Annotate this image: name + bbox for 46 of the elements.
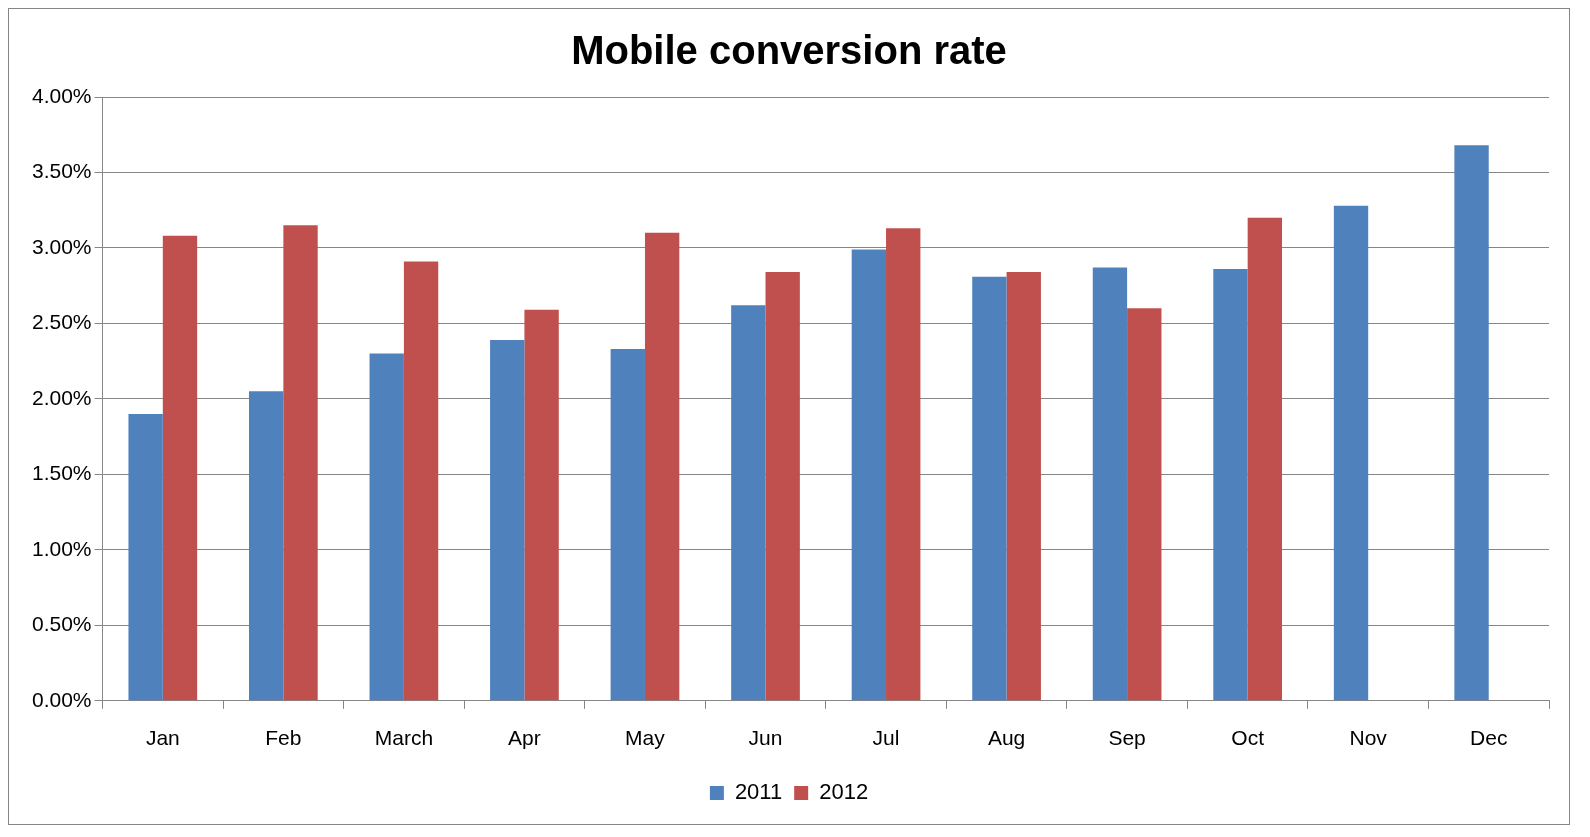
bar [249, 391, 284, 701]
x-tick-label: Sep [1108, 726, 1146, 750]
bar [851, 249, 887, 701]
y-tick-label: 2.00% [32, 385, 92, 409]
bar [490, 340, 525, 701]
x-tick-label: Feb [265, 726, 302, 750]
y-tick-label: 1.00% [32, 536, 92, 560]
bar [972, 276, 1007, 701]
bar [1333, 205, 1369, 701]
bar [644, 232, 680, 701]
x-tick-label: March [374, 726, 434, 750]
x-tick-label: Dec [1470, 726, 1508, 750]
bar [886, 228, 921, 701]
y-tick-label: 0.50% [32, 612, 92, 636]
y-tick-label: 2.50% [32, 310, 92, 334]
bar [162, 235, 198, 701]
bar [524, 309, 559, 701]
bar [610, 349, 645, 701]
y-tick-label: 4.00% [32, 83, 92, 107]
y-tick-label: 1.50% [32, 461, 92, 485]
x-tick-label: Jul [872, 726, 900, 750]
x-tick-label: Oct [1231, 726, 1265, 750]
bar [283, 225, 318, 701]
bar [1454, 145, 1489, 701]
bar [731, 305, 766, 701]
bar [1213, 269, 1248, 701]
y-tick-label: 3.50% [32, 159, 92, 183]
x-tick-label: Jan [145, 726, 180, 750]
x-tick-label: Jun [748, 726, 783, 750]
bar [1247, 217, 1283, 701]
bar [369, 353, 404, 701]
x-tick-label: Aug [987, 726, 1026, 750]
x-tick-label: Nov [1349, 726, 1388, 750]
y-tick-label: 3.00% [32, 234, 92, 258]
bar [403, 261, 439, 701]
bar [1127, 308, 1162, 701]
x-tick-label: Apr [508, 726, 541, 750]
bar [765, 272, 800, 701]
chart-title: Mobile conversion rate [571, 28, 1007, 73]
bar [128, 414, 163, 701]
y-tick-label: 0.00% [32, 687, 92, 711]
legend-label: 2012 [819, 779, 869, 805]
x-tick-label: May [625, 726, 666, 750]
bar [1006, 272, 1041, 701]
bar [1092, 267, 1128, 701]
legend-label: 2011 [734, 779, 783, 805]
